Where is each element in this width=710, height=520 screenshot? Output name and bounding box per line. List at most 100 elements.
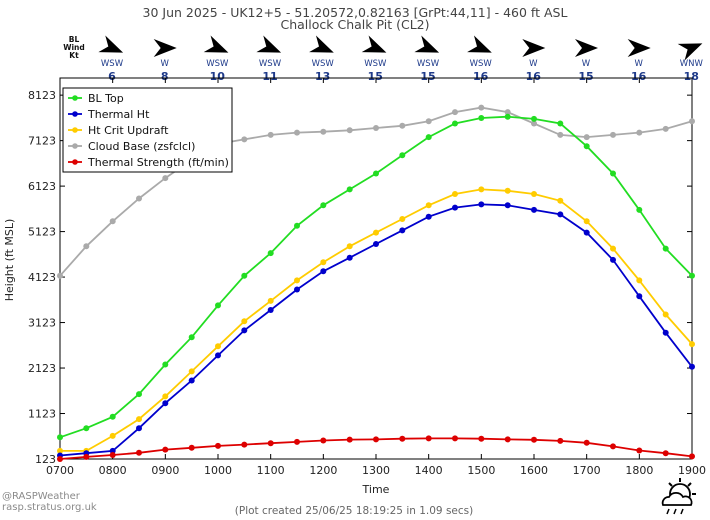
data-point [320,128,327,135]
data-point [636,129,643,136]
data-point [478,201,485,208]
data-point [267,131,274,138]
data-point [425,202,432,209]
wind-direction: WSW [101,59,124,69]
data-point [531,115,537,122]
data-point [320,437,327,444]
legend-item: Ht Crit Updraft [68,124,169,137]
data-point [478,115,485,121]
chart-title: 30 Jun 2025 - UK12+5 - 51.20572,0.82163 … [143,5,568,20]
data-point [504,202,511,209]
data-point [136,416,142,423]
legend: BL Top Thermal Ht Ht Crit Updraft Cloud Bas… [62,87,233,173]
wind-speed: 10 [210,70,226,83]
y-tick-label: 2123 [28,362,56,375]
data-point [610,170,616,177]
y-axis: 123 1123 2123 3123 4123 5123 6123 7123 8123 [28,89,692,466]
data-point [162,400,169,407]
legend-label: Thermal Strength (ft/min) [87,156,229,169]
wind-arrow-shape [256,35,282,53]
x-tick-label: 1300 [362,464,390,477]
data-point [662,125,669,132]
data-point [662,311,669,318]
wind-speed: 6 [108,70,116,83]
data-point [557,437,564,444]
data-point [583,134,590,141]
data-point [320,202,327,209]
data-point [399,216,406,222]
x-axis-label: Time [362,483,390,496]
data-point [136,391,142,398]
data-point [320,259,327,266]
wind-arrow-shape [361,35,387,53]
y-axis-label: Height (ft MSL) [3,219,16,302]
y-tick-label: 5123 [28,226,56,239]
data-point [478,104,485,111]
data-point [373,170,379,177]
x-tick-label: 1400 [415,464,443,477]
data-point [399,122,406,129]
x-tick-label: 1000 [204,464,232,477]
wind-direction: W [529,59,538,69]
wind-direction: WSW [312,59,335,69]
wind-arrow-icon [256,35,282,53]
wind-arrow-shape [98,35,124,53]
data-point [583,439,590,446]
data-point [241,327,248,334]
legend-swatch-dot [72,111,78,117]
credit-url: rasp.stratus.org.uk [2,502,97,513]
data-point [346,243,353,250]
y-tick-label: 1123 [28,408,56,421]
wind-speed: 16 [473,70,489,83]
data-point [452,204,458,211]
data-point [188,377,195,384]
data-point [636,447,643,454]
data-point [425,435,432,442]
legend-box [62,87,233,173]
data-point [399,227,406,234]
data-point [320,268,327,275]
data-point [504,109,511,116]
wind-direction: WSW [417,59,440,69]
wind-speed: 15 [420,70,435,83]
series-ht-crit-updraft [57,186,695,454]
data-point [610,245,616,252]
data-point [478,186,485,193]
data-point [215,352,221,359]
data-point [267,297,274,304]
data-point [478,435,485,442]
data-point [188,444,195,451]
wind-arrow-icon [677,43,703,61]
x-tick-label: 0900 [151,464,179,477]
series-thermal-strength-ft-min [57,435,695,462]
y-tick-label: 4123 [28,271,56,284]
data-point [504,436,511,443]
series-bl-top [57,113,695,441]
x-tick-label: 1500 [467,464,495,477]
plot-created-note: (Plot created 25/06/25 18:19:25 in 1.09 … [235,505,473,517]
data-point [373,241,379,247]
data-point [241,272,248,279]
data-point [689,453,695,460]
data-point [557,131,564,138]
data-point [610,443,616,450]
wind-arrow-shape [414,35,440,53]
data-point [136,195,142,202]
wind-direction: W [582,59,591,69]
data-point [83,243,90,250]
data-point [452,120,458,127]
wind-arrow-icon [361,35,387,53]
data-point [57,447,63,454]
data-point [215,343,221,350]
wind-arrow-shape [627,39,651,57]
legend-swatch-dot [72,159,78,165]
data-point [346,436,353,443]
